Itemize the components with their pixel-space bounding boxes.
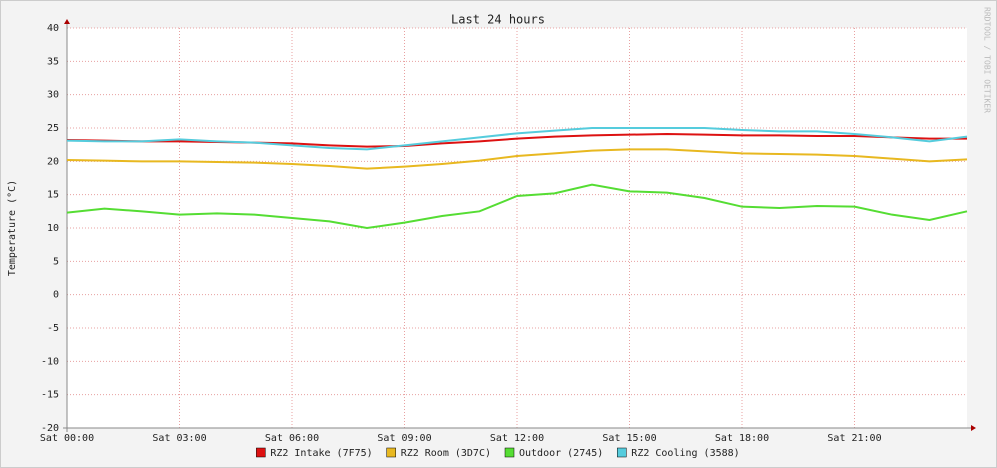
y-tick-label: 5 (53, 256, 59, 267)
y-tick-label: -20 (41, 423, 59, 434)
chart-title: Last 24 hours (451, 13, 545, 27)
series-line (66, 148, 968, 170)
x-tick-label: Sat 09:00 (377, 433, 431, 444)
y-axis-label: Temperature (°C) (7, 180, 18, 276)
series-line (66, 183, 968, 230)
y-tick-label: 15 (47, 190, 59, 201)
legend-label: RZ2 Room (3D7C) (401, 448, 491, 459)
y-tick-label: -10 (41, 356, 59, 367)
series-line (66, 127, 968, 151)
y-tick-label: 25 (47, 123, 59, 134)
y-tick-label: 30 (47, 90, 59, 101)
x-tick-label: Sat 03:00 (152, 433, 206, 444)
legend-swatch (617, 447, 627, 458)
y-tick-label: 20 (47, 156, 59, 167)
legend-swatch (256, 447, 266, 458)
x-tick-label: Sat 21:00 (827, 433, 881, 444)
x-tick-label: Sat 00:00 (40, 433, 94, 444)
y-tick-label: 0 (53, 290, 59, 301)
y-tick-label: -5 (47, 323, 59, 334)
y-tick-label: 10 (47, 223, 59, 234)
x-tick-label: Sat 12:00 (490, 433, 544, 444)
y-tick-label: -15 (41, 390, 59, 401)
watermark: RRDTOOL / TOBI OETIKER (983, 7, 992, 113)
legend-swatch (504, 447, 515, 458)
x-tick-label: Sat 18:00 (715, 433, 769, 444)
y-tick-label: 40 (47, 23, 59, 34)
x-tick-label: Sat 15:00 (602, 433, 656, 444)
y-tick-label: 35 (47, 56, 59, 67)
legend-label: RZ2 Intake (7F75) (270, 448, 372, 459)
legend-label: Outdoor (2745) (519, 448, 603, 459)
legend-swatch (386, 447, 396, 458)
legend-label: RZ2 Cooling (3588) (631, 448, 739, 459)
x-axis-arrow (971, 425, 976, 431)
x-tick-label: Sat 06:00 (265, 433, 319, 444)
y-axis-arrow (64, 19, 70, 24)
